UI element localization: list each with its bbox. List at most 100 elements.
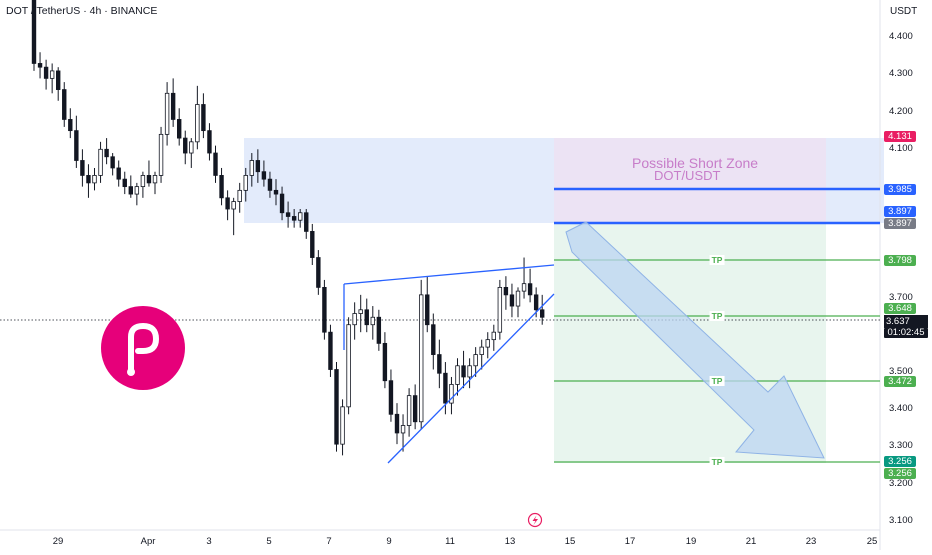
price-tick: 4.200 [889,106,913,117]
candle-body [521,283,527,292]
candle-body [279,193,285,214]
candle-body [515,290,521,307]
price-tick: 4.400 [889,31,913,42]
candle-body [152,175,158,184]
short-zone-purple-box[interactable] [554,138,826,223]
candle-body [467,365,472,378]
time-label: 3 [206,536,212,547]
candle-body [207,130,212,154]
candle-body [183,137,188,154]
candle-body [394,413,400,434]
candle-body [86,175,91,184]
candle-body [479,346,484,355]
candle-body [37,63,43,68]
time-label: 23 [805,536,817,547]
candles-group [31,0,545,456]
candle-body [261,171,267,180]
currency-label[interactable]: USDT [890,6,918,17]
candle-body [406,395,412,426]
price-tag-resistance-upper[interactable]: 3.985 [884,184,916,195]
price-tag-tp4-teal[interactable]: 3.256 [884,456,916,467]
last-price-tag[interactable]: 3.637 [884,315,928,328]
price-tick: 3.200 [889,478,913,489]
candle-body [104,148,109,158]
candle-body [31,0,37,64]
price-tag-tp4[interactable]: 3.256 [884,468,916,479]
candle-body [237,189,242,202]
tp-label: TP [709,255,725,265]
candle-body [316,257,321,288]
candle-countdown: 01:02:45 [884,328,928,338]
candle-body [473,354,478,367]
candle-body [146,175,152,184]
candle-body [503,286,509,296]
price-tick: 3.500 [889,366,913,377]
tp-label: TP [709,376,725,386]
candle-body [443,372,448,404]
candle-body [540,309,545,318]
candle-body [122,178,127,188]
time-label: 21 [745,536,757,547]
time-label: 7 [326,536,332,547]
time-label: 5 [266,536,272,547]
candle-body [98,148,103,176]
candle-body [485,339,490,348]
price-tag-tp3[interactable]: 3.472 [884,376,916,387]
time-label: Apr [140,536,156,547]
candle-body [376,316,382,344]
wedge-lower-trendline[interactable] [387,293,555,464]
price-tag-tp2[interactable]: 3.648 [884,303,916,314]
candle-body [49,70,55,79]
tp-label: TP [709,457,725,467]
price-tag-zone-top[interactable]: 4.131 [884,131,916,142]
candle-body [449,384,454,404]
candle-body [297,212,303,221]
symbol-title[interactable]: DOT / TetherUS · 4h · BINANCE [6,5,158,17]
price-tag-tp1[interactable]: 3.798 [884,255,916,266]
candle-body [461,365,466,378]
candle-body [116,167,121,180]
price-tick: 4.100 [889,143,913,154]
projection-arrow[interactable] [565,221,825,459]
time-label: 19 [685,536,697,547]
candle-body [509,294,515,307]
candle-body [140,175,146,188]
candle-body [491,331,496,341]
candle-body [219,175,224,199]
candle-body [213,152,218,176]
wedge-upper-trendline[interactable] [343,264,555,285]
candle-body [310,231,315,258]
candle-body [231,201,236,210]
candle-body [370,316,375,326]
price-tag-gray[interactable]: 3.897 [884,218,916,229]
price-tick: 3.300 [889,440,913,451]
price-tick: 3.700 [889,292,913,303]
candle-body [497,286,503,333]
candle-body [533,294,539,311]
lightning-icon[interactable] [527,512,543,528]
candle-body [74,130,79,161]
time-label: 29 [52,536,64,547]
time-label: 9 [386,536,392,547]
candle-body [68,119,73,132]
candle-body [412,395,418,423]
candle-body [304,212,309,232]
candle-body [158,133,164,176]
price-tag-resistance-lower[interactable]: 3.897 [884,206,916,217]
candle-body [418,294,424,423]
candle-body [328,331,333,370]
candle-body [249,160,254,176]
candle-body [431,324,436,355]
time-label: 13 [504,536,516,547]
candle-body [273,189,279,195]
candle-body [189,141,194,154]
candle-body [291,216,297,221]
candle-body [437,354,442,374]
candle-body [322,286,327,333]
candle-body [92,175,97,184]
candle-body [170,92,176,120]
price-tick: 3.100 [889,515,913,526]
candle-body [43,66,49,79]
